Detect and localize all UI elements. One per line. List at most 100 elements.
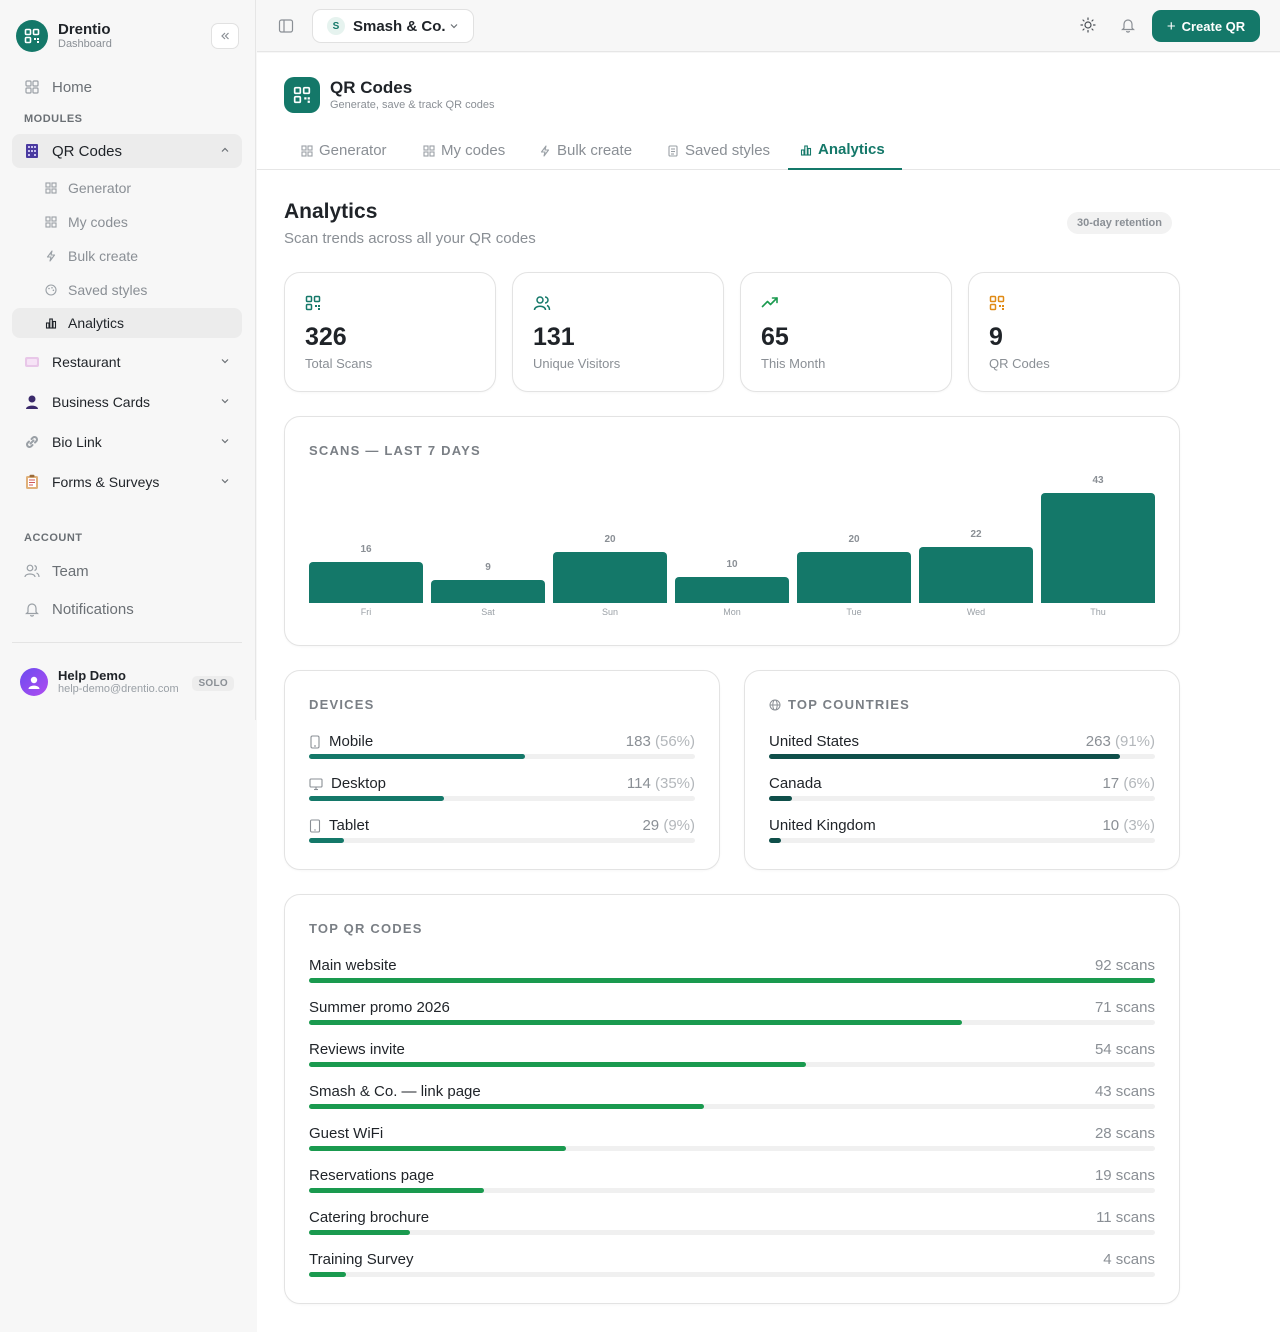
row-name-text: Canada [769,775,822,792]
progress-fill [309,754,526,759]
building-icon [24,143,40,159]
sidebar-item-bio-link[interactable]: Bio Link [12,425,242,459]
row-label: Training Survey [309,1251,414,1268]
sidebar-item-label: Bio Link [52,434,102,450]
row-value: 54 scans [1094,1041,1155,1058]
sidebar-item-notifications[interactable]: Notifications [12,592,242,626]
bar-category-label: Sat [481,607,495,617]
tab-label: Generator [319,142,387,159]
row-value: 10 (3%) [1102,817,1155,834]
page-title: QR Codes [330,78,413,97]
tab-my-codes[interactable]: My codes [411,131,517,170]
brand-name: Drentio [58,21,111,38]
chevron-up-icon [221,147,229,152]
stat-label: This Month [761,356,826,371]
devices-card: DEVICES Mobile 183 (56%) Desktop 114 (35%) T… [284,670,720,870]
row-count: 29 [642,817,664,834]
row-name-text: Summer promo 2026 [309,999,450,1016]
sidebar-item-business-cards[interactable]: Business Cards [12,385,242,419]
row-value: 11 scans [1096,1209,1155,1226]
row-percent: (3%) [1123,817,1155,834]
row-label: Summer promo 2026 [309,999,450,1016]
bar-category-label: Fri [360,607,372,617]
sidebar-subitem-my-codes[interactable]: My codes [12,207,242,237]
brand-logo-icon [16,20,48,52]
sidebar-item-home[interactable]: Home [12,70,242,104]
row-percent: (56%) [654,733,695,750]
stat-value: 131 [533,323,575,351]
row-label: Smash & Co. — link page [309,1083,481,1100]
sidebar-subitem-label: Saved styles [68,282,148,298]
page-subtitle: Generate, save & track QR codes [330,99,495,111]
brand[interactable]: Drentio Dashboard [16,20,112,52]
progress-track [309,796,695,801]
stat-card-unique-visitors: 131 Unique Visitors [512,272,724,392]
tab-label: Saved styles [685,142,771,159]
progress-fill [309,1062,806,1067]
sidebar-item-forms-surveys[interactable]: Forms & Surveys [12,465,242,499]
devices-title: DEVICES [309,697,375,712]
tab-analytics[interactable]: Analytics [788,131,902,170]
row-value: 28 scans [1094,1125,1155,1142]
row-name-text: Tablet [329,817,370,834]
row-label: United States [769,733,859,750]
sidebar-item-label: Restaurant [52,354,121,370]
theme-toggle-button[interactable] [1080,17,1096,38]
sidebar-item-restaurant[interactable]: Restaurant [12,345,242,379]
bar-value-label: 22 [970,529,982,540]
progress-fill [309,978,1155,983]
sidebar-toggle-button[interactable] [278,18,294,39]
stat-value: 65 [761,323,789,351]
bar-value-label: 20 [848,534,860,545]
lightning-icon [44,249,58,263]
sidebar-subitem-generator[interactable]: Generator [12,173,242,203]
qr-code-row: Summer promo 2026 71 scans [309,999,1155,1027]
progress-track [769,796,1155,801]
row-name-text: Reservations page [309,1167,435,1184]
row-label: Main website [309,957,397,974]
chart-bar [919,547,1033,603]
workspace-selector[interactable]: S Smash & Co. [312,9,474,43]
chart-bar [553,552,667,603]
page-header: QR Codes Generate, save & track QR codes [284,77,494,113]
qr-code-row: Main website 92 scans [309,957,1155,985]
notifications-button[interactable] [1120,17,1136,38]
grid-icon [44,215,58,229]
sidebar-subitem-bulk-create[interactable]: Bulk create [12,241,242,271]
workspace-name: Smash & Co. [353,17,446,35]
progress-fill [309,1020,962,1025]
sidebar-subitem-saved-styles[interactable]: Saved styles [12,275,242,305]
tab-bulk-create[interactable]: Bulk create [527,131,644,170]
row-name-text: Catering brochure [309,1209,430,1226]
sidebar-item-qr-codes[interactable]: QR Codes [12,134,242,168]
palette-icon [44,283,58,297]
row-value: 29 (9%) [642,817,695,834]
row-percent: (91%) [1114,733,1155,750]
bar-category-label: Sun [601,607,618,617]
device-row: Mobile 183 (56%) [309,733,695,761]
tab-generator[interactable]: Generator [289,131,399,170]
row-count: 263 [1085,733,1115,750]
row-count: 10 [1102,817,1124,834]
tab-saved-styles[interactable]: Saved styles [655,131,782,170]
chart-bar [797,552,911,603]
row-value: 71 scans [1094,999,1155,1016]
sidebar-subitem-analytics[interactable]: Analytics [12,308,242,338]
row-value: 263 (91%) [1086,733,1155,750]
grid-icon [301,144,313,157]
sidebar-item-team[interactable]: Team [12,554,242,588]
row-label: Canada [769,775,822,792]
user-profile[interactable]: Help Demo help-demo@drentio.com SOLO [20,668,236,696]
create-qr-button[interactable]: + Create QR [1152,10,1260,42]
users-icon [24,563,40,579]
chart-bar [675,577,789,603]
progress-track [769,838,1155,843]
person-icon [28,676,40,689]
main-content: QR Codes Generate, save & track QR codes… [257,53,1280,1332]
row-label: Reservations page [309,1167,434,1184]
progress-fill [769,754,1121,759]
collapse-sidebar-button[interactable] [211,23,239,49]
qr-icon [284,77,320,113]
clipboard-icon [24,474,40,490]
row-name-text: Guest WiFi [309,1125,384,1142]
